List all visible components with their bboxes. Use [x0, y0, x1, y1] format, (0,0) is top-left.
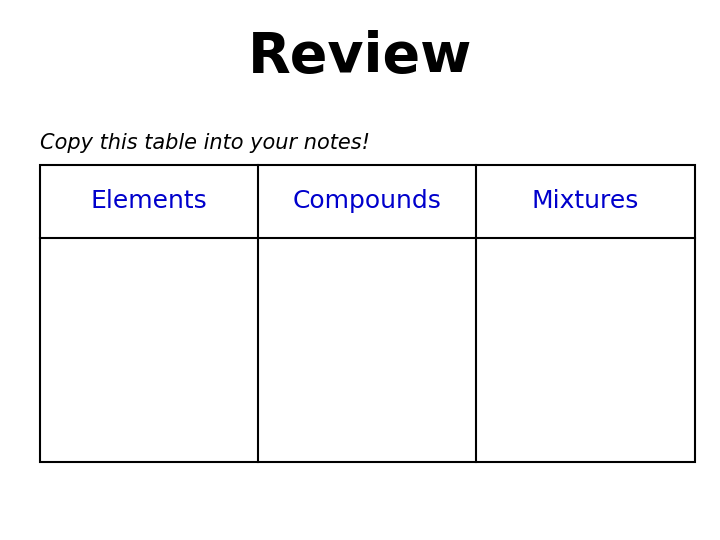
Text: Review: Review [248, 30, 472, 84]
Text: Mixtures: Mixtures [532, 189, 639, 213]
Text: Copy this table into your notes!: Copy this table into your notes! [40, 133, 369, 153]
Text: Compounds: Compounds [293, 189, 441, 213]
Text: Elements: Elements [91, 189, 207, 213]
